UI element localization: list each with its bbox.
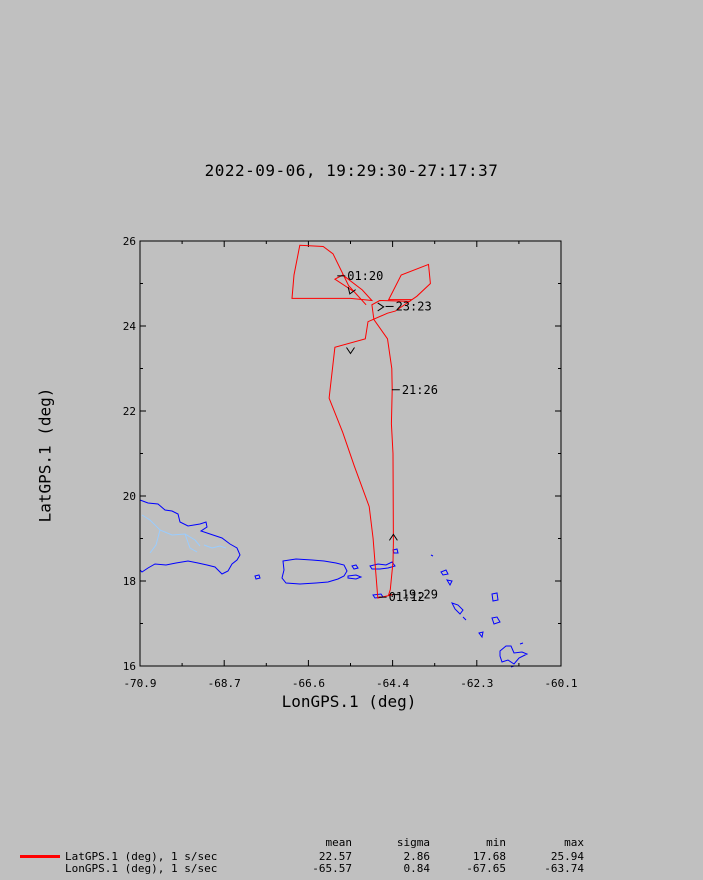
legend-sigma-value: 2.86 (403, 850, 431, 863)
y-tick-label: 18 (123, 575, 136, 588)
coastline-map (139, 499, 529, 668)
x-tick-label: -60.1 (544, 677, 577, 690)
coastline-hispaniola (139, 499, 241, 575)
x-tick-label: -62.3 (460, 677, 493, 690)
direction-arrow (377, 302, 385, 312)
x-axis-label: LonGPS.1 (deg) (281, 692, 417, 711)
coastline-vieques (347, 574, 363, 580)
legend-row: LatGPS.1 (deg), 1 s/sec 22.57 2.86 17.68… (0, 850, 703, 863)
x-tick-label: -70.9 (123, 677, 156, 690)
time-annotation: 23:23 (396, 299, 432, 313)
y-tick-label: 20 (123, 490, 136, 503)
y-tick-label: 24 (123, 320, 137, 333)
y-tick-label: 22 (123, 405, 136, 418)
legend-series-label: LonGPS.1 (deg), 1 s/sec (65, 862, 218, 875)
chart-title: 2022-09-06, 19:29:30-27:17:37 (204, 161, 499, 180)
time-annotation: 21:26 (402, 383, 438, 397)
x-tick-label: -68.7 (208, 677, 241, 690)
legend-header-sigma: sigma (396, 836, 430, 849)
legend-series-label: LatGPS.1 (deg), 1 s/sec (65, 850, 218, 863)
legend-header-max: max (564, 836, 584, 849)
coastline-mona (254, 574, 261, 580)
time-annotation: 01:12 (389, 590, 425, 604)
hispaniola-borders (141, 514, 227, 554)
legend-header-row: mean sigma min max (0, 836, 703, 849)
legend-header-mean: mean (325, 836, 353, 849)
x-tick-label: -64.4 (376, 677, 409, 690)
legend-sigma-value: 0.84 (403, 862, 431, 875)
legend-mean-value: -65.57 (312, 862, 352, 875)
time-annotation: 19:29 (402, 588, 438, 602)
y-tick-label: 16 (123, 660, 136, 673)
legend-mean-value: 22.57 (318, 850, 352, 863)
legend-min-value: -67.65 (466, 862, 506, 875)
flight-track-line (291, 244, 374, 306)
coastline-lesser-antilles (430, 554, 529, 668)
legend-line-swatch (20, 855, 60, 858)
time-annotation: 01:20 (347, 269, 383, 283)
x-tick-label: -66.6 (292, 677, 325, 690)
coastline-puerto-rico (281, 558, 348, 585)
coastline-culebra (351, 564, 359, 570)
y-tick-label: 26 (123, 235, 136, 248)
legend-max-value: -63.74 (544, 862, 584, 875)
direction-arrow (347, 286, 356, 295)
flight-track-line (328, 263, 431, 599)
legend-header-min: min (486, 836, 506, 849)
y-axis-label: LatGPS.1 (deg) (35, 387, 55, 523)
direction-arrow (346, 347, 355, 355)
legend-min-value: 17.68 (472, 850, 506, 863)
direction-arrow (388, 533, 398, 541)
legend-max-value: 25.94 (550, 850, 584, 863)
legend-row: LonGPS.1 (deg), 1 s/sec -65.57 0.84 -67.… (0, 862, 703, 875)
